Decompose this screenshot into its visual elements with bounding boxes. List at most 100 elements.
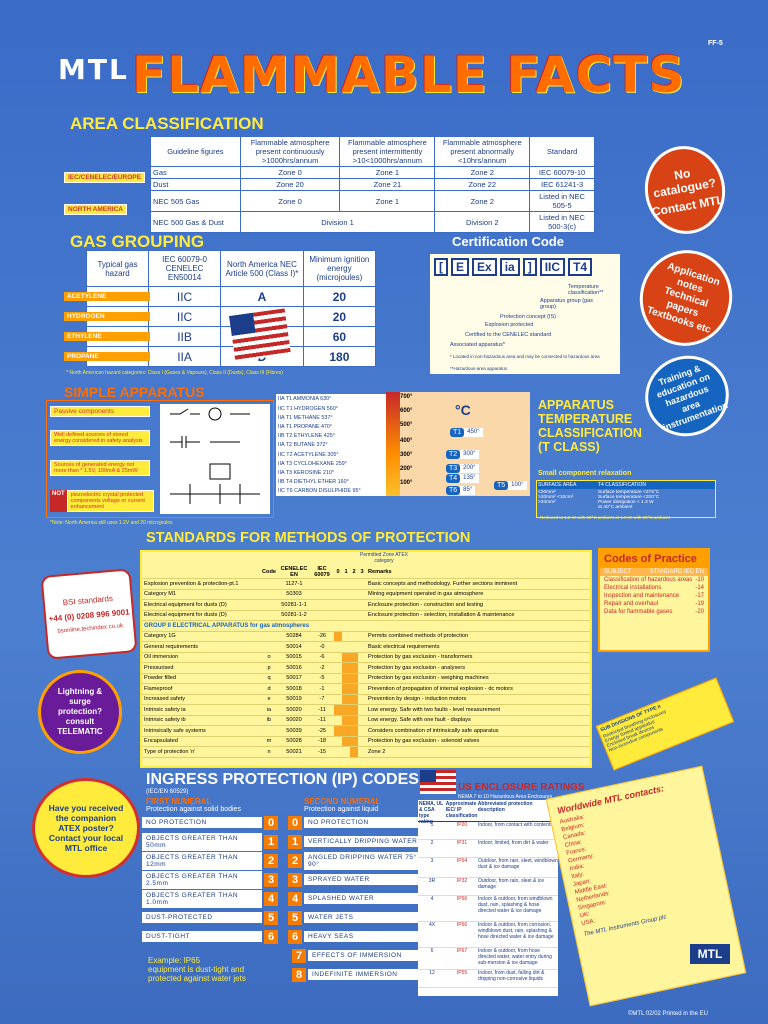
temp-scale: 100° [400, 480, 413, 486]
std-cell: 50020 [278, 715, 310, 726]
gas-cell: IIC [147, 286, 222, 307]
tclass-label: T4 [446, 474, 461, 483]
std-hdr: Remarks [366, 566, 590, 579]
area-col: Flammable atmosphere present continuousl… [239, 136, 341, 167]
area-cell: Division 2 [434, 211, 531, 233]
std-group: GROUP II ELECTRICAL APPARATUS for gas at… [142, 620, 590, 632]
lightning-bubble: Lightning & surge protection? consult TE… [38, 670, 122, 754]
std-cell [260, 589, 278, 600]
practice-row: Repair and overhaul -19 [600, 600, 708, 608]
practice-row: Electrical installations -14 [600, 584, 708, 592]
cert-label: Protection concept (IS) [500, 314, 556, 320]
gas-cell: 60 [302, 326, 377, 347]
training-text: Training & education on hazardous area i… [655, 362, 729, 433]
cert-label: Apparatus group (gas group) [540, 298, 593, 310]
cert-panel: [E Ex ia] IIC T4 Temperature classification*… [430, 254, 620, 374]
cert-code: Ex [472, 258, 497, 276]
ip-digit: 1 [288, 834, 302, 849]
std-cell: Intrinsic safety ia [142, 704, 260, 716]
ip-first: OBJECTS GREATER THAN 12mm [142, 851, 262, 870]
ip-example: Example: IP65 equipment is dust-tight an… [148, 956, 246, 983]
simple-note: *Note: North America still uses 1.2V and… [50, 520, 173, 526]
ip-first: OBJECTS GREATER THAN 50mm [142, 832, 262, 851]
temp-gas: IIB T4 DIETHYL ETHER 160° [278, 478, 349, 485]
area-cell: Zone 1 [339, 166, 436, 179]
std-hdr: CENELEC EN [278, 566, 310, 579]
std-cell [260, 578, 278, 590]
tclass-label: T6 [446, 486, 461, 495]
cert-heading: Certification Code [452, 234, 564, 249]
temp-scale: 300° [400, 452, 413, 458]
lightning-text: Lightning & surge protection? consult TE… [57, 687, 103, 736]
us-cell: IP67 [456, 948, 468, 954]
gas-cell: A [220, 286, 304, 307]
std-cell: 50303 [278, 589, 310, 600]
relax-cell: Surface temperature <275°C Surface tempe… [598, 490, 660, 510]
temp-gas: IIA T3 KEROSINE 210° [278, 469, 334, 476]
ip-row: 7 EFFECTS OF IMMERSION [142, 947, 438, 964]
area-cell: Zone 21 [339, 178, 436, 191]
us-hdr: NEMA, UL & CSA type rating Approximate IE… [418, 800, 558, 825]
relax-col: SURFACE AREA [538, 482, 577, 488]
area-group-tag: IEC/CENELEC/EUROPE [64, 172, 145, 183]
temp-gas: IIA T1 AMMONIA 630° [278, 396, 332, 402]
gas-cell: IIA [147, 346, 222, 367]
std-cell: Enclosure protection - construction and … [366, 599, 590, 611]
area-cell: Listed in NEC 505-5 [529, 190, 595, 212]
std-hdr: 0 [334, 566, 342, 579]
us-cell: 12 [429, 970, 435, 976]
std-cell: Electrical equipment for dusts (D) [142, 599, 260, 611]
poster-code: FF-5 [708, 40, 723, 47]
std-cell: -18 [310, 736, 334, 747]
us-cell: Indoor, from contact with contents [478, 822, 553, 828]
ip-digit: 4 [264, 891, 278, 906]
std-cell: -11 [310, 715, 334, 726]
ip-heading: INGRESS PROTECTION (IP) CODES [146, 771, 419, 788]
tclass-value: 450° [464, 428, 483, 437]
practice-cell: Repair and overhaul [604, 601, 659, 607]
std-cell: 1127-1 [278, 578, 310, 590]
tclass-label: T2 [446, 450, 461, 459]
cert-label: Temperature classification** [568, 284, 604, 296]
std-cell: o [260, 652, 278, 663]
ip-grid: NO PROTECTION 0 0 NO PROTECTION OBJECTS GRE… [142, 814, 438, 985]
us-cell: IP66 [456, 922, 468, 928]
std-cell: 50014 [278, 641, 310, 653]
practice-hdr: SUBJECT STANDARD IEC EN [600, 568, 708, 576]
mtl-logo-small: MTL [690, 944, 730, 964]
simple-item: piezoelectric crystal protected componen… [66, 490, 154, 512]
ip-digit: 0 [288, 815, 302, 830]
temp-gas: IIC T2 ACETYLENE 305° [278, 451, 339, 458]
ip-second: SPLASHED WATER [304, 893, 434, 904]
tclass-t2: T2 300° [446, 450, 479, 459]
cert-note: * Located in non-hazardous area and may … [450, 354, 600, 359]
ip-digit: 5 [288, 910, 302, 925]
area-cell: Zone 1 [339, 190, 436, 212]
gas-temp-list: IIA T1 AMMONIA 630° IIC T1 HYDROGEN 560°… [276, 394, 390, 496]
std-hdr: 1 [342, 566, 350, 579]
gas-cell: IIC [147, 306, 222, 327]
std-cell: Flameproof [142, 683, 260, 695]
us-cell: Outdoor, from rain, sleet & ice damage [478, 878, 545, 890]
thermometer-icon [386, 392, 400, 496]
ip-digit: 1 [264, 834, 278, 849]
std-cell: 50016 [278, 662, 310, 674]
relax-row: <20mm² >20mm² <10cm² >20mm² Surface tempe… [537, 489, 715, 511]
std-cell: -5 [310, 673, 334, 684]
ip-row: 8 INDEFINITE IMMERSION [142, 966, 438, 983]
us-row: 4X IP66 Indoor & outdoor, from corrosion, … [418, 922, 558, 948]
std-cell: Basic electrical requirements [366, 641, 590, 653]
std-cell: Enclosure protection - selection, instal… [366, 610, 590, 621]
area-cell: NEC 505 Gas [150, 190, 241, 212]
ip-digit: 4 [288, 891, 302, 906]
area-cell: Zone 2 [434, 190, 531, 212]
std-cell: Pressurised [142, 662, 260, 674]
std-cell: m [260, 736, 278, 747]
temp-gas: IIB T2 ETHYLENE 425° [278, 433, 335, 440]
cert-label: Associated apparatus* [450, 342, 506, 348]
std-cell: Intrinsic safety ib [142, 715, 260, 726]
ip-row: DUST-TIGHT 6 6 HEAVY SEAS [142, 928, 438, 945]
std-cell: -0 [310, 641, 334, 653]
practice-cell: -20 [695, 609, 704, 615]
us-row: 6 IP67 Indoor & outdoor, from hose directe… [418, 948, 558, 970]
